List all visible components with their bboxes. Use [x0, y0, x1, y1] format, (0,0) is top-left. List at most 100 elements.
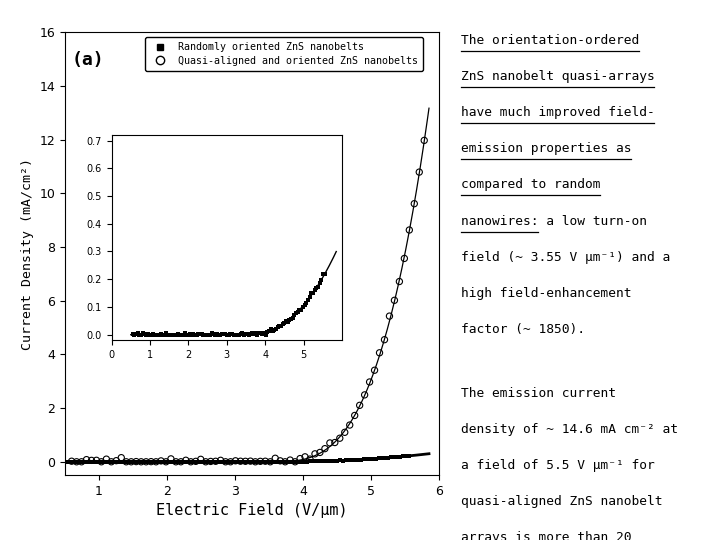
- Point: [172, 330, 184, 339]
- Point: [63, 457, 74, 466]
- Point: [284, 315, 295, 324]
- Point: [255, 457, 266, 465]
- Point: [146, 457, 158, 466]
- Point: [92, 457, 104, 466]
- Point: [199, 330, 211, 339]
- Point: [287, 314, 299, 322]
- Text: arrays is more than 20: arrays is more than 20: [461, 531, 631, 540]
- Point: [161, 457, 173, 466]
- Text: The emission current: The emission current: [461, 387, 616, 400]
- Text: have much improved field-: have much improved field-: [461, 106, 654, 119]
- Point: [179, 328, 191, 337]
- Point: [300, 299, 312, 307]
- Y-axis label: Current Density (mA/cm²): Current Density (mA/cm²): [21, 158, 34, 350]
- X-axis label: Electric Field (V/μm): Electric Field (V/μm): [156, 503, 348, 518]
- Point: [404, 226, 415, 234]
- Point: [66, 457, 77, 466]
- Point: [81, 455, 92, 464]
- Text: density of ~ 14.6 mA cm⁻² at: density of ~ 14.6 mA cm⁻² at: [461, 423, 678, 436]
- Point: [125, 457, 137, 466]
- Point: [208, 330, 220, 339]
- Point: [408, 199, 420, 208]
- Point: [184, 329, 196, 338]
- Point: [176, 457, 187, 466]
- Point: [370, 454, 382, 463]
- Point: [394, 277, 405, 286]
- Point: [373, 454, 384, 463]
- Point: [259, 457, 271, 466]
- Point: [358, 455, 369, 464]
- Point: [196, 330, 207, 339]
- Point: [190, 457, 202, 465]
- Point: [349, 456, 361, 464]
- Point: [269, 457, 280, 466]
- Point: [171, 330, 182, 339]
- Point: [231, 330, 243, 339]
- Point: [226, 329, 238, 338]
- Point: [307, 457, 319, 465]
- Point: [266, 457, 277, 466]
- Point: [95, 457, 107, 466]
- Point: [314, 448, 325, 457]
- Point: [228, 330, 240, 339]
- Point: [274, 456, 286, 465]
- Point: [305, 455, 316, 463]
- Point: [297, 302, 309, 311]
- Point: [384, 312, 395, 320]
- Point: [152, 457, 163, 466]
- Point: [185, 457, 197, 466]
- Point: [266, 326, 278, 335]
- Point: [305, 289, 317, 298]
- Point: [218, 329, 230, 338]
- Point: [144, 330, 156, 339]
- Text: compared to random: compared to random: [461, 178, 600, 191]
- Point: [274, 457, 286, 466]
- Point: [98, 457, 109, 466]
- Point: [334, 456, 346, 465]
- Point: [217, 457, 229, 466]
- Text: a field of 5.5 V μm⁻¹ for: a field of 5.5 V μm⁻¹ for: [461, 459, 654, 472]
- Point: [185, 457, 197, 466]
- Point: [140, 457, 152, 466]
- Point: [170, 457, 181, 466]
- Point: [287, 457, 298, 466]
- Point: [131, 457, 143, 466]
- Point: [379, 335, 390, 344]
- Point: [76, 457, 87, 466]
- Point: [161, 329, 172, 338]
- Point: [191, 330, 202, 339]
- Point: [130, 457, 142, 466]
- Point: [251, 330, 263, 339]
- Point: [285, 314, 297, 323]
- Point: [233, 457, 244, 466]
- Point: [242, 457, 253, 466]
- Point: [331, 456, 343, 465]
- Point: [394, 453, 405, 461]
- Point: [211, 330, 222, 339]
- Point: [304, 293, 315, 301]
- Point: [310, 284, 322, 292]
- Point: [194, 329, 206, 338]
- Point: [139, 329, 150, 338]
- Point: [74, 457, 86, 466]
- Point: [319, 457, 330, 465]
- Text: nanowires: a low turn-on: nanowires: a low turn-on: [461, 214, 647, 227]
- Point: [248, 457, 259, 466]
- Point: [180, 456, 192, 464]
- Point: [215, 330, 226, 339]
- Point: [200, 457, 212, 466]
- Point: [235, 457, 247, 466]
- Point: [156, 457, 167, 465]
- Point: [230, 457, 241, 466]
- Point: [312, 283, 324, 292]
- Point: [275, 322, 287, 330]
- Text: emission properties as: emission properties as: [461, 142, 631, 156]
- Point: [256, 457, 268, 466]
- Point: [161, 457, 172, 466]
- Point: [369, 366, 380, 375]
- Point: [418, 136, 430, 145]
- Point: [325, 457, 337, 465]
- Point: [240, 457, 251, 465]
- Point: [81, 457, 92, 466]
- Point: [175, 457, 186, 466]
